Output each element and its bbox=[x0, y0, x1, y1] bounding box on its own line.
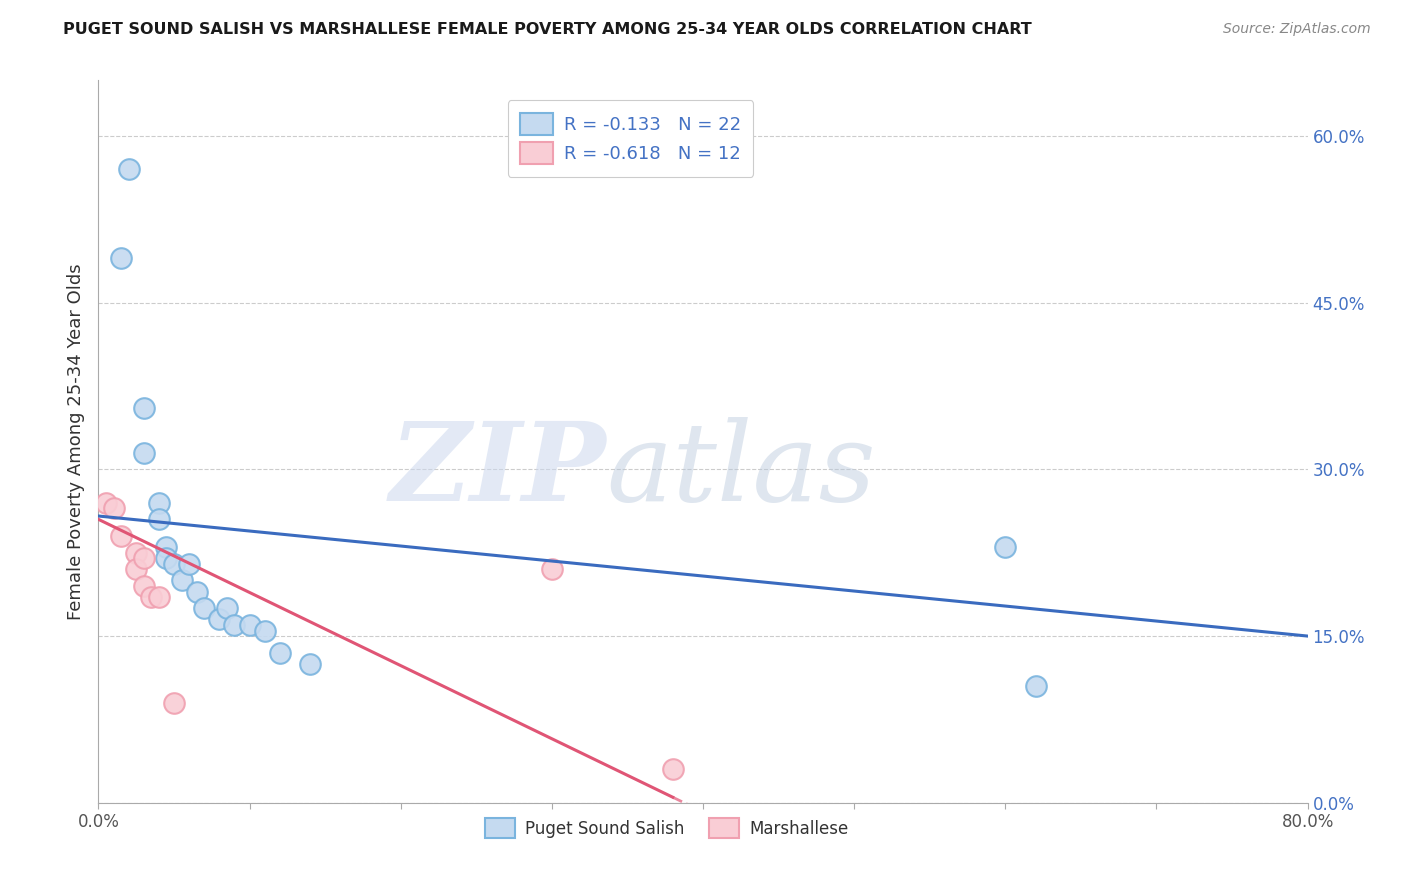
Point bbox=[125, 546, 148, 560]
Point bbox=[155, 540, 177, 554]
Point bbox=[179, 557, 201, 571]
Point bbox=[163, 696, 186, 710]
Point bbox=[661, 763, 683, 777]
Point bbox=[132, 579, 155, 593]
Text: Source: ZipAtlas.com: Source: ZipAtlas.com bbox=[1223, 22, 1371, 37]
Text: PUGET SOUND SALISH VS MARSHALLESE FEMALE POVERTY AMONG 25-34 YEAR OLDS CORRELATI: PUGET SOUND SALISH VS MARSHALLESE FEMALE… bbox=[63, 22, 1032, 37]
Text: atlas: atlas bbox=[606, 417, 876, 524]
Point bbox=[118, 162, 141, 177]
Point bbox=[125, 562, 148, 576]
Point bbox=[215, 601, 238, 615]
Point bbox=[253, 624, 276, 638]
Point bbox=[170, 574, 193, 588]
Point bbox=[299, 657, 322, 671]
Point bbox=[186, 584, 208, 599]
Point bbox=[994, 540, 1017, 554]
Point bbox=[1024, 679, 1046, 693]
Point bbox=[141, 590, 163, 604]
Point bbox=[94, 496, 117, 510]
Point bbox=[132, 551, 155, 566]
Text: ZIP: ZIP bbox=[389, 417, 606, 524]
Y-axis label: Female Poverty Among 25-34 Year Olds: Female Poverty Among 25-34 Year Olds bbox=[66, 263, 84, 620]
Point bbox=[155, 551, 177, 566]
Point bbox=[193, 601, 215, 615]
Point bbox=[110, 251, 132, 265]
Point bbox=[132, 401, 155, 416]
Point bbox=[224, 618, 246, 632]
Point bbox=[163, 557, 186, 571]
Point bbox=[148, 496, 170, 510]
Point bbox=[148, 512, 170, 526]
Point bbox=[148, 590, 170, 604]
Legend: Puget Sound Salish, Marshallese: Puget Sound Salish, Marshallese bbox=[478, 812, 855, 845]
Point bbox=[110, 529, 132, 543]
Point bbox=[103, 501, 125, 516]
Point bbox=[132, 445, 155, 459]
Point bbox=[239, 618, 262, 632]
Point bbox=[269, 646, 291, 660]
Point bbox=[540, 562, 562, 576]
Point bbox=[208, 612, 231, 626]
